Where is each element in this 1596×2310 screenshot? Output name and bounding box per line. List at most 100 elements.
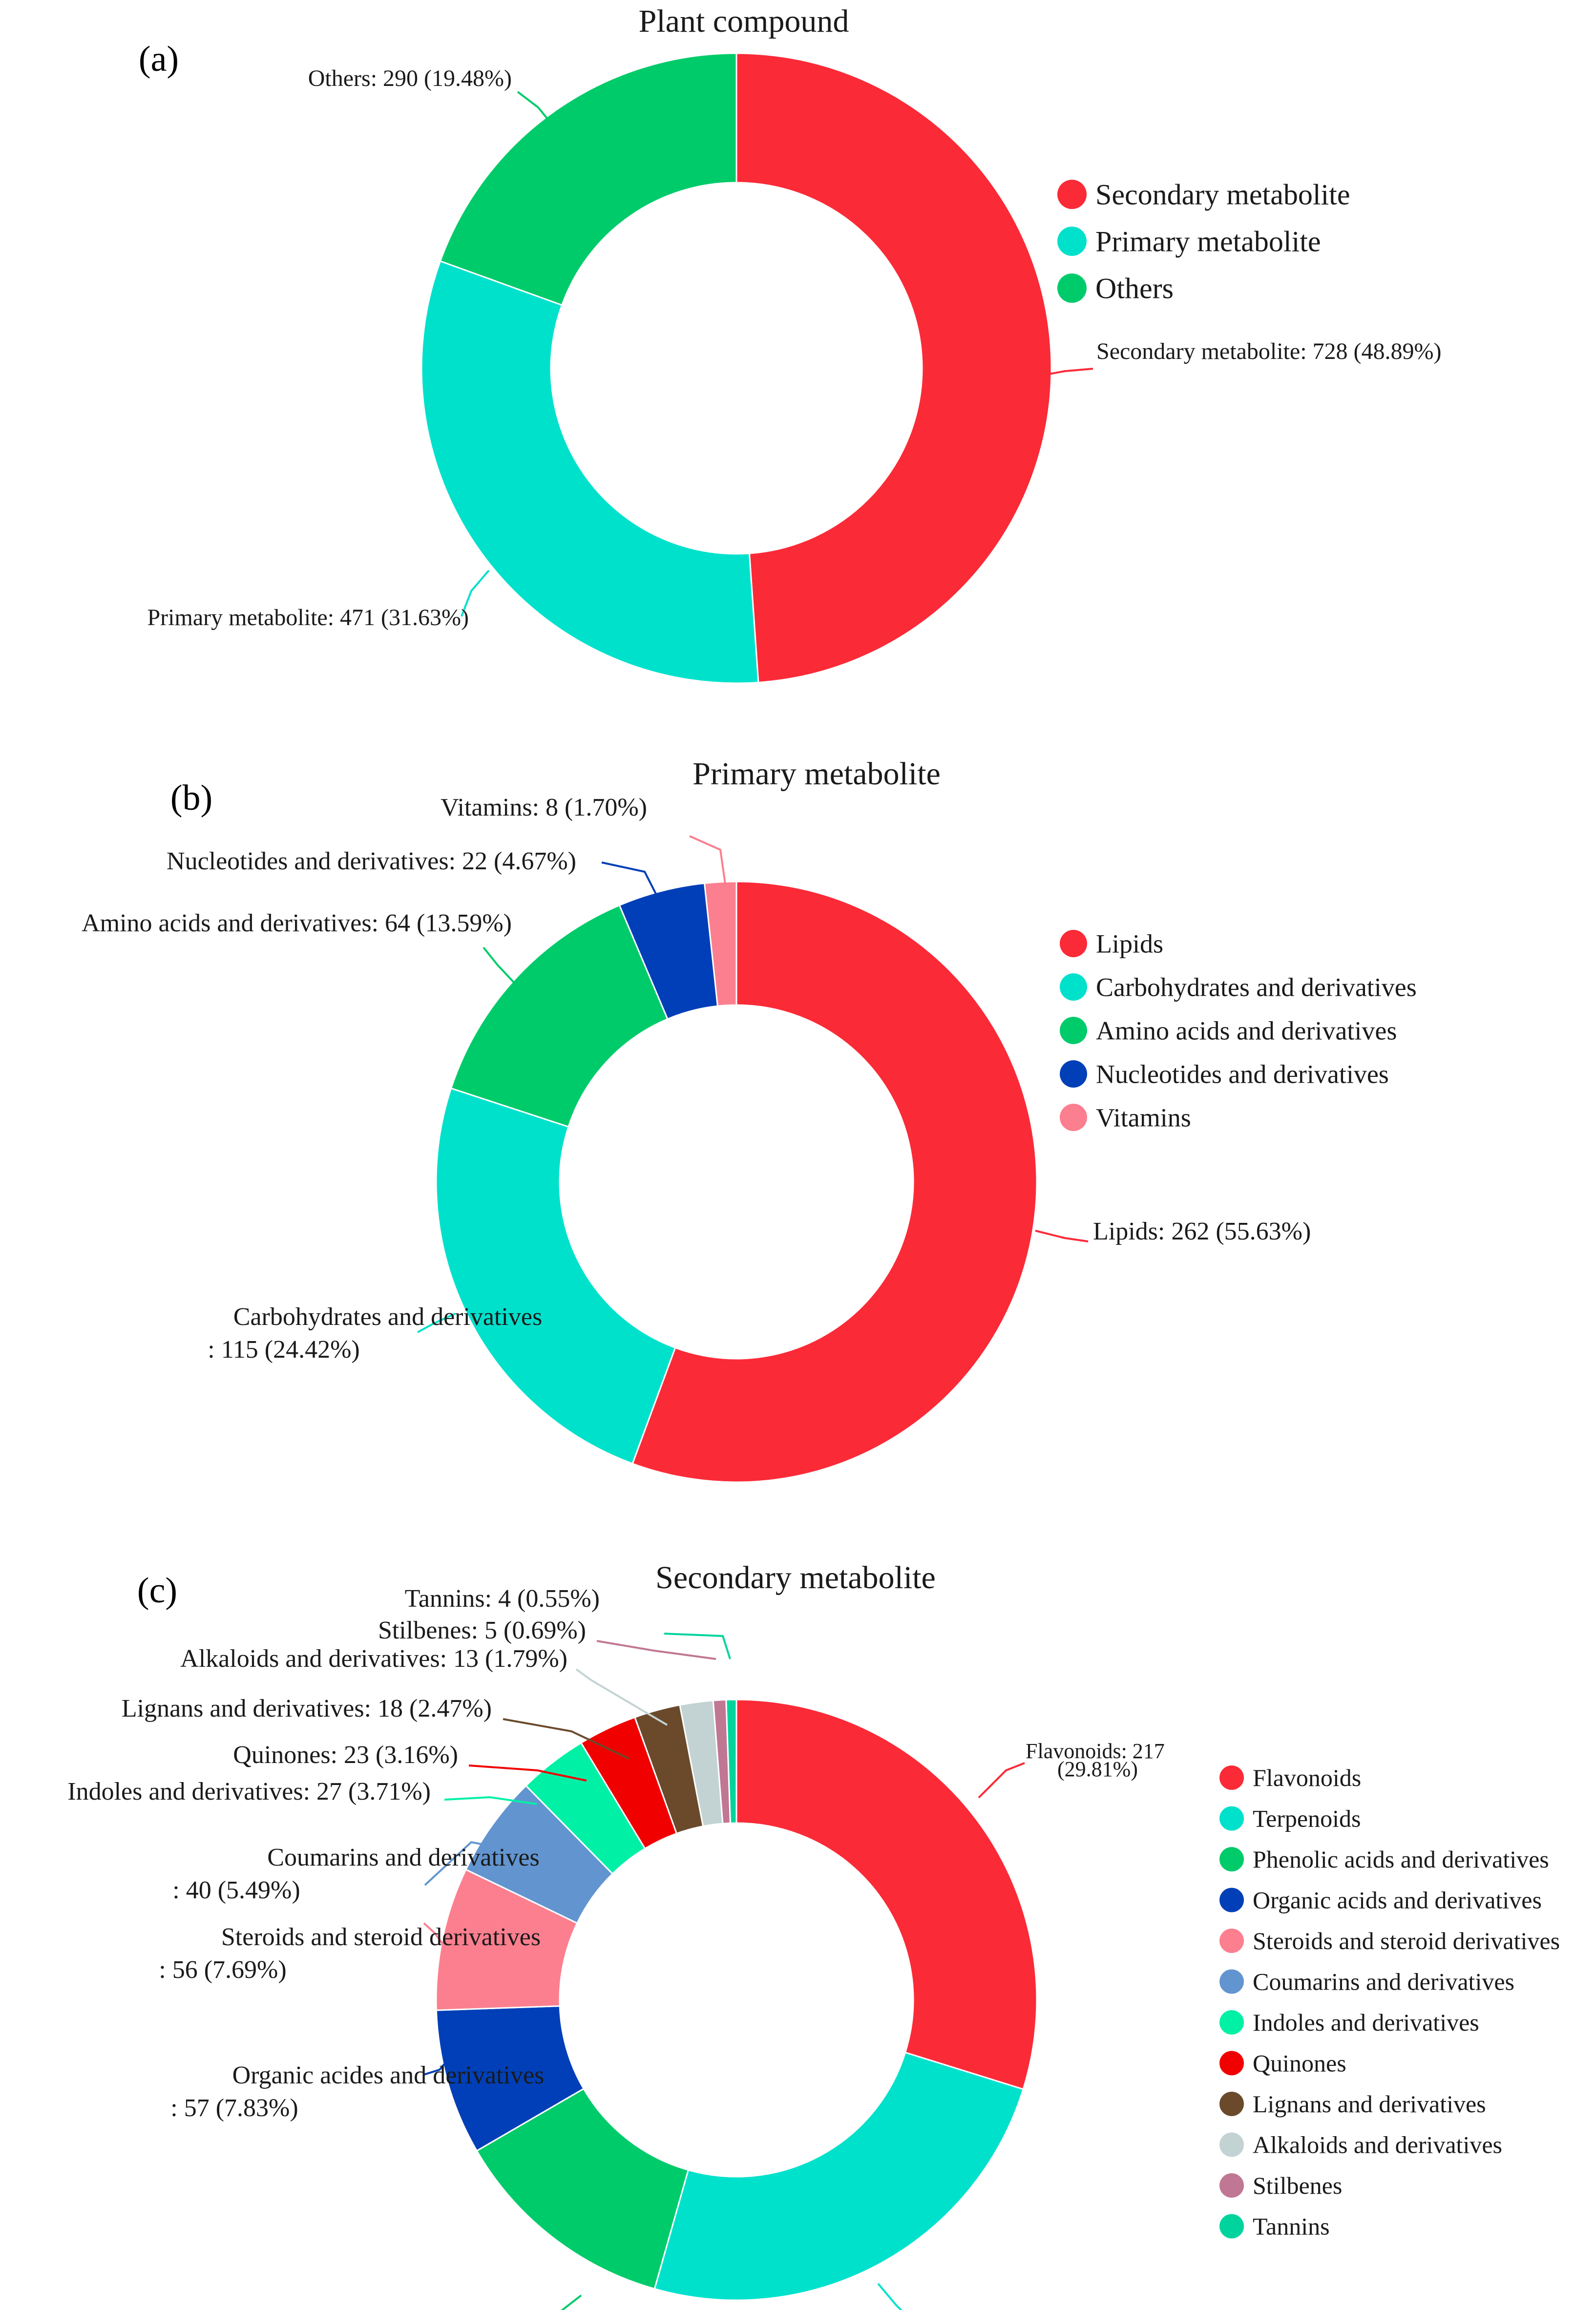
data-label-organic-acids-and-derivatives: Organic acides and derivatives [232,2061,545,2089]
slice-primary-metabolite[interactable] [420,260,759,684]
legend-label: Organic acids and derivatives [1253,1887,1542,1914]
legend: Lipids Carbohydrates and derivatives Amino… [1060,929,1417,1132]
legend-label: Others [1095,272,1174,304]
legend-marker [1057,227,1087,256]
legend-marker [1060,1060,1087,1088]
legend-label: Vitamins [1096,1103,1191,1132]
leader-line-carbohydrates-and-derivatives [417,1313,456,1333]
leader-line-secondary-metabolite [1038,368,1093,377]
legend-label: Secondary metabolite [1095,178,1350,210]
legend-item-indoles-and-derivatives[interactable]: Indoles and derivatives [1219,2009,1479,2036]
legend-item-secondary-metabolite[interactable]: Secondary metabolite [1057,178,1350,210]
data-label-nucleotides-and-derivatives: Nucleotides and derivatives: 22 (4.67%) [167,847,576,875]
data-label-lignans-and-derivatives: Lignans and derivatives: 18 (2.47%) [122,1695,492,1722]
legend-marker [1057,180,1087,209]
legend-marker [1219,2214,1244,2239]
leader-line-organic-acids-and-derivatives [423,2054,453,2076]
legend-marker [1060,973,1087,1001]
legend-marker [1057,273,1087,303]
chart-title: Primary metabolite [693,756,941,792]
slice-carbohydrates-and-derivatives[interactable] [435,1087,676,1465]
legend-label: Indoles and derivatives [1253,2009,1479,2036]
slice-flavonoids[interactable] [735,1699,1038,2090]
legend-item-vitamins[interactable]: Vitamins [1060,1103,1191,1132]
donut-chart-primary-metabolite: Primary metabolite (b) Lipids: 262 (55.63%… [82,756,1417,1483]
data-label-indoles-and-derivatives: Indoles and derivatives: 27 (3.71%) [67,1778,431,1806]
legend-item-others[interactable]: Others [1057,272,1174,304]
legend-item-amino-acids-and-derivatives[interactable]: Amino acids and derivatives [1060,1016,1397,1045]
data-label-flavonoids: Flavonoids: 217 [1026,1739,1165,1763]
legend-marker [1219,2010,1244,2035]
panel-label: (a) [139,39,179,79]
data-label-amino-acids-and-derivatives: Amino acids and derivatives: 64 (13.59%) [82,909,512,937]
slice-others[interactable] [439,52,737,306]
slice-vitamins[interactable] [703,881,737,1007]
legend-item-carbohydrates-and-derivatives[interactable]: Carbohydrates and derivatives [1060,972,1417,1002]
legend-item-alkaloids-and-derivatives[interactable]: Alkaloids and derivatives [1219,2131,1502,2159]
legend-item-organic-acids-and-derivatives[interactable]: Organic acids and derivatives [1219,1887,1542,1914]
legend-marker [1219,2092,1244,2116]
legend-label: Steroids and steroid derivatives [1253,1927,1560,1954]
legend-item-flavonoids[interactable]: Flavonoids [1219,1764,1361,1791]
legend-item-phenolic-acids-and-derivatives[interactable]: Phenolic acids and derivatives [1219,1846,1549,1873]
legend-label: Coumarins and derivatives [1253,1968,1514,1995]
legend-label: Phenolic acids and derivatives [1253,1846,1549,1873]
legend-item-tannins[interactable]: Tannins [1219,2213,1330,2240]
donut-chart-secondary-metabolite: Secondary metabolite (c) Flavonoids: 217(2… [67,1560,1560,2310]
legend-label: Primary metabolite [1095,225,1321,257]
legend: Flavonoids Terpenoids Phenolic acids and d… [1219,1764,1560,2240]
legend-item-quinones[interactable]: Quinones [1219,2050,1346,2077]
data-label-secondary-metabolite: Secondary metabolite: 728 (48.89%) [1096,338,1441,364]
legend-item-steroids-and-steroid-derivatives[interactable]: Steroids and steroid derivatives [1219,1927,1560,1954]
legend-label: Carbohydrates and derivatives [1096,972,1417,1002]
leader-line-quinones [468,1764,587,1782]
legend-item-primary-metabolite[interactable]: Primary metabolite [1057,225,1321,257]
legend-marker [1219,2051,1244,2076]
data-label-stilbenes: Stilbenes: 5 (0.69%) [378,1617,586,1644]
data-label-others: Others: 290 (19.48%) [308,65,512,91]
leader-line-nucleotides-and-derivatives [601,861,658,896]
slice-amino-acids-and-derivatives[interactable] [450,904,669,1128]
data-label-carbohydrates-and-derivatives: : 115 (24.42%) [208,1336,359,1364]
leader-line-primary-metabolite [461,569,490,617]
data-label-primary-metabolite: Primary metabolite: 471 (31.63%) [147,605,469,630]
legend-item-nucleotides-and-derivatives[interactable]: Nucleotides and derivatives [1060,1059,1389,1089]
legend-marker [1060,1017,1087,1044]
legend-marker [1219,1806,1244,1831]
slice-lipids[interactable] [631,881,1038,1483]
legend-label: Terpenoids [1253,1805,1361,1832]
legend-label: Lipids [1096,929,1163,958]
leader-line-stilbenes [596,1640,716,1660]
data-label-coumarins-and-derivatives: : 40 (5.49%) [172,1876,300,1904]
leader-line-others [517,91,565,140]
data-label-quinones: Quinones: 23 (3.16%) [233,1741,458,1769]
leader-line-vitamins [689,835,726,884]
legend-marker [1060,1104,1087,1131]
legend-label: Lignans and derivatives [1253,2090,1486,2118]
data-label-organic-acids-and-derivatives: : 57 (7.83%) [170,2094,298,2122]
legend-item-lignans-and-derivatives[interactable]: Lignans and derivatives [1219,2090,1486,2118]
chart-title: Plant compound [639,3,849,39]
legend-label: Tannins [1253,2213,1330,2240]
legend-label: Alkaloids and derivatives [1253,2131,1502,2159]
data-label-steroids-and-steroid-derivatives: Steroids and steroid derivatives [221,1923,541,1951]
legend-item-stilbenes[interactable]: Stilbenes [1219,2172,1342,2199]
panel-label: (c) [137,1571,177,1611]
legend-item-terpenoids[interactable]: Terpenoids [1219,1805,1361,1832]
leader-line-indoles-and-derivatives [444,1796,537,1805]
leader-line-terpenoids [877,2283,903,2310]
data-label-flavonoids: (29.81%) [1057,1757,1138,1781]
slice-phenolic-acids-and-derivatives[interactable] [476,2087,690,2290]
legend-label: Quinones [1253,2050,1346,2077]
slice-terpenoids[interactable] [653,2051,1025,2301]
data-label-coumarins-and-derivatives: Coumarins and derivatives [267,1844,539,1871]
slice-secondary-metabolite[interactable] [735,52,1052,684]
data-label-vitamins: Vitamins: 8 (1.70%) [441,794,647,821]
legend-item-coumarins-and-derivatives[interactable]: Coumarins and derivatives [1219,1968,1514,1995]
leader-line-tannins [664,1633,731,1659]
legend-label: Stilbenes [1253,2172,1342,2199]
legend-marker [1219,1847,1244,1871]
legend-label: Flavonoids [1253,1764,1361,1791]
legend-item-lipids[interactable]: Lipids [1060,929,1163,958]
slice-tannins[interactable] [725,1699,737,1824]
